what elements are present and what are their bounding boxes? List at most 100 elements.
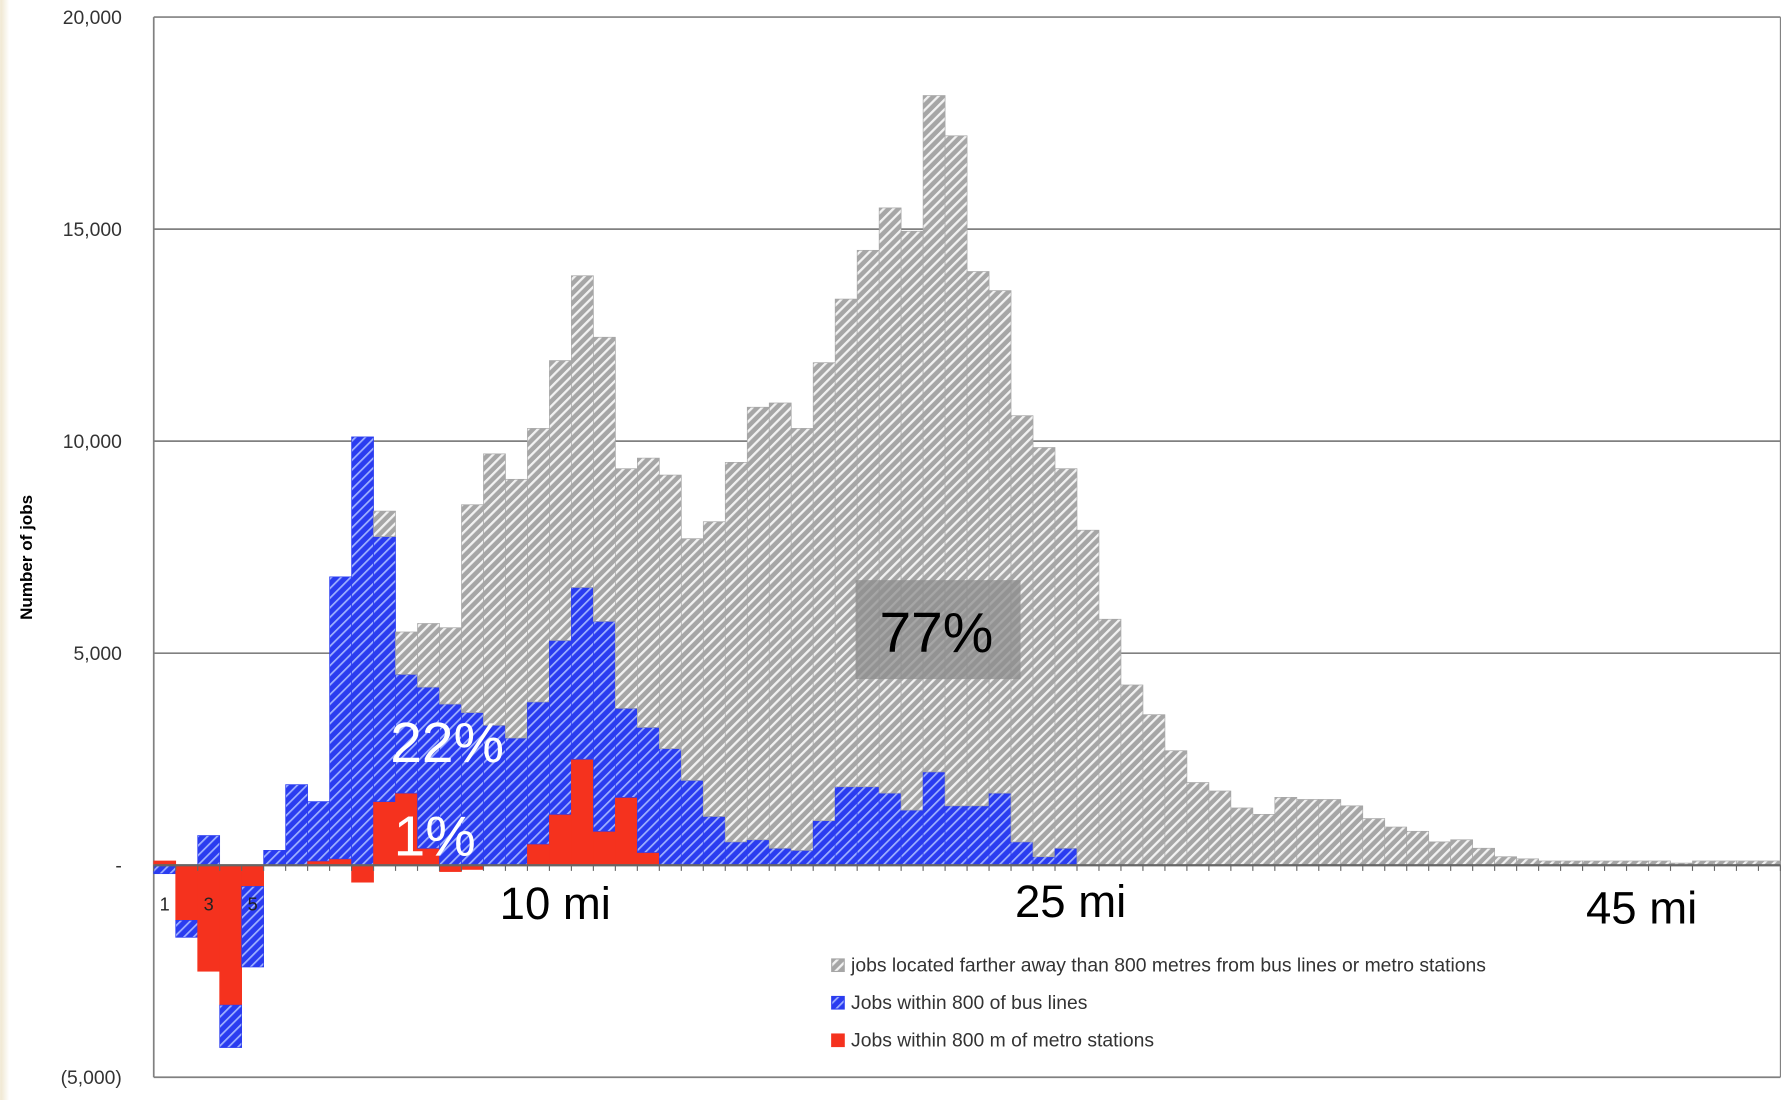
bar-segment	[944, 135, 968, 807]
annotation: 77%	[879, 602, 993, 665]
bar-segment	[593, 621, 616, 832]
bar-segment	[834, 298, 858, 788]
legend-label: Jobs within 800 m of metro stations	[851, 1031, 1154, 1052]
bar-segment	[505, 737, 528, 866]
bar-segment	[1032, 856, 1056, 866]
bar-segment	[483, 453, 506, 726]
bar-segment	[329, 576, 352, 860]
bar-segment	[417, 623, 440, 688]
bar-segment	[812, 820, 836, 866]
bar-segment	[527, 843, 550, 866]
bar-segment	[549, 813, 572, 866]
bar-segment	[1296, 799, 1320, 866]
bar-segment	[241, 886, 264, 968]
bar-segment	[1186, 782, 1210, 866]
bar-segment	[790, 428, 814, 851]
bar-segment	[219, 1004, 243, 1048]
bar-segment	[944, 805, 968, 866]
annotation: 10 mi	[500, 878, 611, 929]
bar-segment	[790, 850, 814, 866]
bar-segment	[988, 290, 1012, 794]
bar-segment	[571, 587, 594, 760]
bar-segment	[593, 830, 616, 866]
bar-segment	[1032, 447, 1056, 858]
bar-segment	[571, 758, 594, 866]
bar-segment	[197, 864, 221, 972]
bar-segment	[219, 864, 243, 1006]
bar-segment	[571, 275, 594, 588]
bar-segment	[878, 207, 902, 794]
legend-label: jobs located farther away than 800 metre…	[850, 955, 1486, 976]
bar-segment	[746, 406, 770, 841]
bar-segment	[856, 786, 880, 866]
bar-segment	[1076, 529, 1100, 866]
bar-segment	[285, 784, 308, 866]
bar-segment	[439, 627, 462, 705]
bar-segment	[1406, 830, 1430, 866]
annotation: 22%	[390, 712, 504, 775]
bar-segment	[900, 809, 924, 866]
bar-segment	[658, 474, 682, 749]
bar-segment	[812, 362, 836, 822]
bar-segment	[637, 727, 660, 853]
bar-segment	[768, 402, 792, 849]
bar-segment	[1472, 847, 1495, 866]
x-tick-label: 1	[160, 895, 170, 915]
bar-segment	[351, 864, 374, 883]
bar-segment	[615, 797, 638, 866]
bar-segment	[900, 230, 924, 811]
edge	[0, 0, 10, 1100]
bar-segment	[175, 920, 199, 938]
bar-segment	[637, 852, 660, 866]
bar-segment	[834, 786, 858, 866]
bar-segment	[1164, 750, 1188, 866]
annotation-box	[855, 580, 1021, 680]
y-tick-label: 15,000	[63, 220, 122, 241]
y-tick-label: 20,000	[63, 8, 122, 29]
bar-segment	[153, 864, 177, 875]
bar-segment	[527, 428, 550, 703]
bar-segment	[175, 864, 199, 921]
bar-segment	[680, 780, 704, 866]
bar-segment	[702, 521, 726, 817]
bar-segment	[1120, 684, 1144, 866]
bar-segment	[702, 816, 726, 866]
bar-segment	[922, 771, 946, 866]
bar-segment	[615, 468, 638, 709]
bar-segment	[307, 801, 330, 862]
y-tick-label: (5,000)	[61, 1068, 122, 1089]
bar-segment	[593, 336, 616, 622]
x-tick-label: 5	[248, 895, 258, 915]
bar-segment	[1340, 805, 1364, 866]
legend-swatch	[831, 1033, 845, 1048]
bar-segment	[637, 457, 660, 728]
annotation: 45 mi	[1586, 883, 1697, 934]
y-tick-label: -	[115, 856, 121, 877]
bar-segment	[746, 839, 770, 866]
bar-segment	[856, 249, 880, 788]
bar-segment	[549, 360, 572, 641]
bar-segment	[768, 847, 792, 866]
y-tick-label: 5,000	[74, 644, 122, 665]
annotation: 1%	[394, 805, 476, 868]
bar-segment	[1010, 841, 1034, 866]
bar-segment	[1098, 618, 1122, 866]
bar-segment	[1274, 797, 1298, 866]
bar-segment	[1054, 468, 1078, 849]
bar-segment	[263, 850, 286, 866]
legend-label: Jobs within 800 of bus lines	[851, 993, 1087, 1014]
bar-segment	[197, 835, 221, 866]
bar-segment	[658, 748, 682, 866]
bar-segment	[1054, 847, 1078, 866]
bar-segment	[351, 436, 374, 866]
bar-segment	[549, 640, 572, 815]
legend-swatch	[831, 995, 845, 1010]
bar-segment	[1142, 714, 1166, 866]
bar-segment	[1384, 826, 1408, 866]
bar-segment	[966, 271, 990, 807]
bar-segment	[1252, 813, 1276, 866]
bar-segment	[461, 504, 484, 713]
bar-segment	[724, 841, 748, 866]
bar-segment	[1318, 799, 1342, 866]
